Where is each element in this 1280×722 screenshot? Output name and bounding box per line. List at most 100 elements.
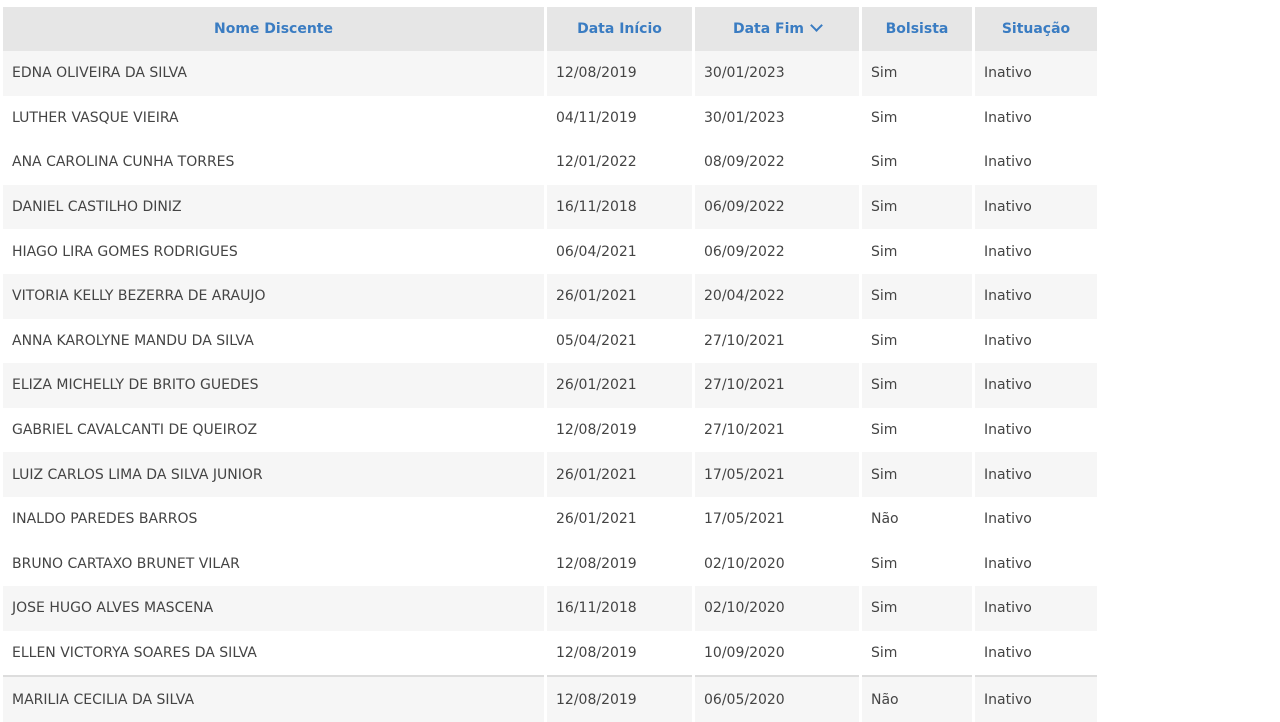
students-table: Nome Discente Data Início Data Fim Bolsi…: [0, 7, 1100, 722]
cell-data-fim: 27/10/2021: [704, 332, 785, 349]
cell-nome: DANIEL CASTILHO DINIZ: [3, 184, 544, 230]
cell-data-inicio: 12/08/2019: [556, 555, 637, 572]
cell-bolsista: Sim: [871, 243, 898, 260]
table-row[interactable]: JOSE HUGO ALVES MASCENA 16/11/2018 02/10/2…: [3, 586, 1097, 631]
cell-bolsista: Sim: [862, 452, 972, 497]
cell-data-inicio: 12/08/2019: [547, 675, 692, 722]
table-row[interactable]: EDNA OLIVEIRA DA SILVA 12/08/2019 30/01/20…: [3, 51, 1097, 96]
header-bolsista[interactable]: Bolsista: [862, 7, 972, 51]
cell-data-fim: 27/10/2021: [695, 363, 859, 408]
cell-situacao: Inativo: [975, 363, 1097, 408]
cell-data-fim: 10/09/2020: [704, 645, 785, 662]
header-label: Data Fim: [732, 21, 805, 37]
table-row[interactable]: MARILIA CECILIA DA SILVA 12/08/2019 06/05/…: [3, 675, 1097, 722]
cell-bolsista: Não: [871, 511, 899, 528]
header-data-fim[interactable]: Data Fim: [695, 7, 859, 51]
cell-bolsista: Sim: [871, 154, 898, 171]
cell-bolsista: Sim: [871, 645, 898, 662]
table-row[interactable]: LUTHER VASQUE VIEIRA 04/11/2019 30/01/2023…: [3, 96, 1097, 141]
header-label: Nome Discente: [214, 21, 333, 37]
table-row[interactable]: ANA CAROLINA CUNHA TORRES 12/01/2022 08/09…: [3, 140, 1097, 185]
cell-situacao: Inativo: [975, 51, 1097, 96]
cell-situacao: Inativo: [984, 511, 1032, 528]
cell-bolsista: Sim: [862, 363, 972, 408]
cell-data-inicio: 06/04/2021: [556, 243, 637, 260]
cell-situacao: Inativo: [984, 422, 1032, 439]
cell-situacao: Inativo: [984, 154, 1032, 171]
cell-data-inicio: 16/11/2018: [547, 184, 692, 230]
cell-data-fim: 30/01/2023: [695, 51, 859, 96]
cell-bolsista: Sim: [871, 109, 898, 126]
cell-data-inicio: 04/11/2019: [556, 109, 637, 126]
cell-situacao: Inativo: [984, 109, 1032, 126]
table-row[interactable]: ELIZA MICHELLY DE BRITO GUEDES 26/01/2021…: [3, 363, 1097, 408]
cell-data-fim: 17/05/2021: [704, 511, 785, 528]
cell-data-fim: 06/09/2022: [695, 184, 859, 230]
cell-bolsista: Sim: [871, 422, 898, 439]
cell-data-fim: 27/10/2021: [704, 422, 785, 439]
cell-data-fim: 02/10/2020: [704, 555, 785, 572]
cell-nome: INALDO PAREDES BARROS: [12, 511, 198, 528]
cell-data-inicio: 12/01/2022: [556, 154, 637, 171]
cell-data-inicio: 12/08/2019: [556, 645, 637, 662]
table-row[interactable]: INALDO PAREDES BARROS 26/01/2021 17/05/202…: [3, 497, 1097, 542]
cell-situacao: Inativo: [975, 273, 1097, 319]
cell-situacao: Inativo: [984, 645, 1032, 662]
cell-data-fim: 06/05/2020: [695, 675, 859, 722]
cell-data-fim: 30/01/2023: [704, 109, 785, 126]
cell-nome: BRUNO CARTAXO BRUNET VILAR: [12, 555, 240, 572]
header-label: Data Início: [577, 21, 662, 37]
header-nome-discente[interactable]: Nome Discente: [3, 7, 544, 51]
cell-nome: ANNA KAROLYNE MANDU DA SILVA: [12, 332, 254, 349]
cell-nome: MARILIA CECILIA DA SILVA: [3, 675, 544, 722]
cell-nome: LUTHER VASQUE VIEIRA: [12, 109, 179, 126]
table-row[interactable]: VITORIA KELLY BEZERRA DE ARAUJO 26/01/202…: [3, 273, 1097, 319]
header-situacao[interactable]: Situação: [975, 7, 1097, 51]
cell-nome: GABRIEL CAVALCANTI DE QUEIROZ: [12, 422, 258, 439]
cell-nome: EDNA OLIVEIRA DA SILVA: [3, 51, 544, 96]
cell-bolsista: Sim: [862, 51, 972, 96]
cell-situacao: Inativo: [975, 586, 1097, 631]
cell-situacao: Inativo: [984, 243, 1032, 260]
header-label: Situação: [1001, 21, 1071, 37]
cell-situacao: Inativo: [975, 452, 1097, 497]
cell-data-fim: 06/09/2022: [704, 243, 785, 260]
cell-bolsista: Sim: [871, 332, 898, 349]
cell-data-inicio: 16/11/2018: [547, 586, 692, 631]
cell-data-inicio: 26/01/2021: [547, 363, 692, 408]
cell-data-inicio: 26/01/2021: [556, 511, 637, 528]
table-row[interactable]: HIAGO LIRA GOMES RODRIGUES 06/04/2021 06/0…: [3, 229, 1097, 274]
cell-nome: ELIZA MICHELLY DE BRITO GUEDES: [3, 363, 544, 408]
header-label: Bolsista: [885, 21, 949, 37]
table-row[interactable]: BRUNO CARTAXO BRUNET VILAR 12/08/2019 02/1…: [3, 542, 1097, 587]
cell-situacao: Inativo: [975, 184, 1097, 230]
cell-bolsista: Não: [862, 675, 972, 722]
cell-data-fim: 08/09/2022: [704, 154, 785, 171]
cell-situacao: Inativo: [984, 332, 1032, 349]
table-row[interactable]: ELLEN VICTORYA SOARES DA SILVA 12/08/2019…: [3, 631, 1097, 676]
table-row[interactable]: GABRIEL CAVALCANTI DE QUEIROZ 12/08/2019 2…: [3, 408, 1097, 453]
table-row[interactable]: DANIEL CASTILHO DINIZ 16/11/2018 06/09/202…: [3, 184, 1097, 230]
table-row[interactable]: LUIZ CARLOS LIMA DA SILVA JUNIOR 26/01/20…: [3, 452, 1097, 497]
cell-data-inicio: 26/01/2021: [547, 273, 692, 319]
cell-data-inicio: 12/08/2019: [556, 422, 637, 439]
cell-data-inicio: 26/01/2021: [547, 452, 692, 497]
cell-situacao: Inativo: [975, 675, 1097, 722]
header-data-inicio[interactable]: Data Início: [547, 7, 692, 51]
cell-nome: JOSE HUGO ALVES MASCENA: [3, 586, 544, 631]
cell-nome: ANA CAROLINA CUNHA TORRES: [12, 154, 235, 171]
cell-nome: ELLEN VICTORYA SOARES DA SILVA: [12, 645, 257, 662]
cell-bolsista: Sim: [871, 555, 898, 572]
cell-bolsista: Sim: [862, 586, 972, 631]
cell-situacao: Inativo: [984, 555, 1032, 572]
chevron-down-icon: [810, 19, 823, 32]
cell-data-fim: 20/04/2022: [695, 273, 859, 319]
cell-nome: HIAGO LIRA GOMES RODRIGUES: [12, 243, 238, 260]
table-row[interactable]: ANNA KAROLYNE MANDU DA SILVA 05/04/2021 27…: [3, 319, 1097, 364]
cell-data-fim: 17/05/2021: [695, 452, 859, 497]
cell-nome: VITORIA KELLY BEZERRA DE ARAUJO: [3, 273, 544, 319]
cell-data-fim: 02/10/2020: [695, 586, 859, 631]
header-row: Nome Discente Data Início Data Fim Bolsi…: [3, 7, 1097, 51]
cell-bolsista: Sim: [862, 184, 972, 230]
cell-data-inicio: 05/04/2021: [556, 332, 637, 349]
